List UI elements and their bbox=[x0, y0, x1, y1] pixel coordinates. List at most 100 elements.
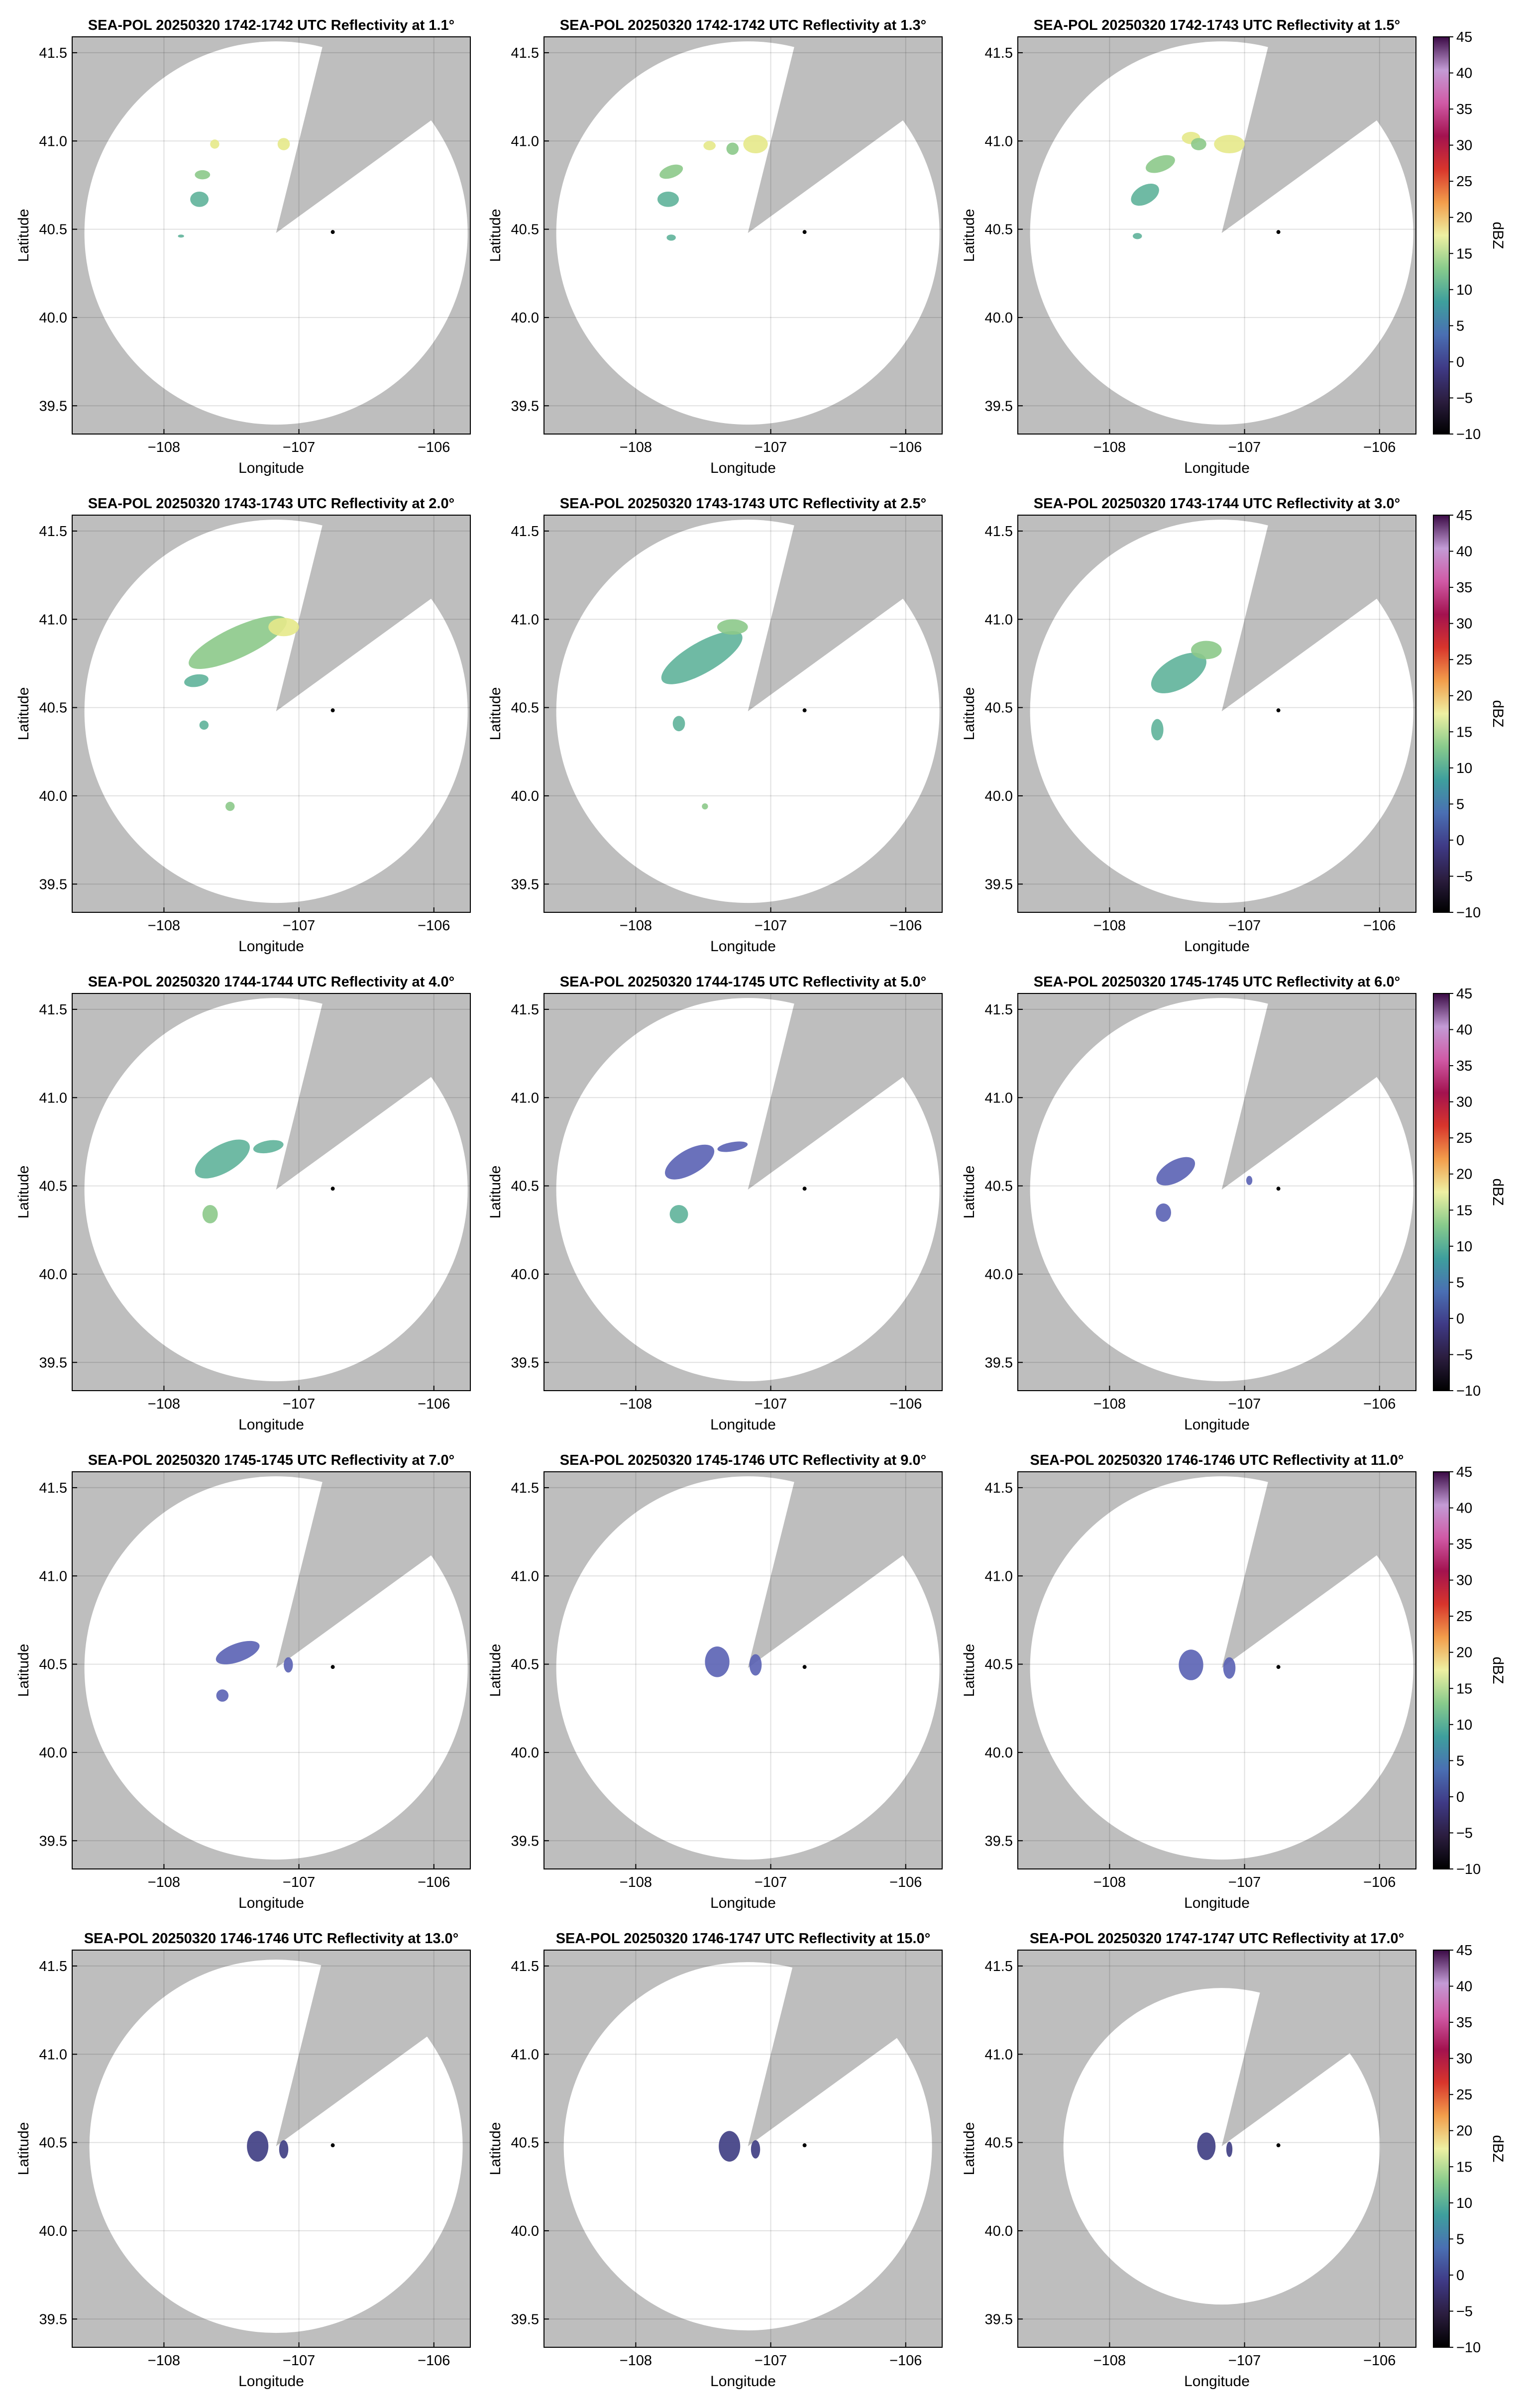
echo bbox=[1214, 135, 1245, 153]
echo bbox=[277, 138, 290, 150]
y-tick-label: 41.5 bbox=[39, 45, 67, 61]
plot-frame bbox=[72, 1471, 471, 1869]
x-tick-label: −108 bbox=[1093, 918, 1126, 934]
echo bbox=[189, 616, 287, 669]
y-axis-label: Latitude bbox=[487, 687, 504, 741]
chart-title: SEA-POL 20250320 1743-1744 UTC Reflectiv… bbox=[1034, 496, 1400, 512]
colorbar-tick-label: 30 bbox=[1456, 616, 1472, 632]
site-marker bbox=[330, 2143, 335, 2148]
colorbar-tick-label: 35 bbox=[1456, 102, 1472, 117]
colorbar bbox=[1433, 993, 1450, 1391]
x-axis-label: Longitude bbox=[1184, 2373, 1250, 2390]
blocked-sector bbox=[1221, 1989, 1353, 2147]
echo bbox=[666, 234, 676, 241]
y-axis-label: Latitude bbox=[961, 1166, 977, 1219]
colorbar bbox=[1433, 1950, 1450, 2348]
x-tick-label: −108 bbox=[148, 918, 180, 934]
y-tick-label: 40.0 bbox=[511, 1267, 539, 1283]
y-axis-label: Latitude bbox=[487, 1166, 504, 1219]
y-axis-label: Latitude bbox=[487, 209, 504, 262]
plot-area bbox=[72, 37, 470, 434]
plot-area bbox=[72, 1950, 470, 2347]
y-tick-label: 40.5 bbox=[511, 1657, 539, 1673]
y-axis-label: Latitude bbox=[15, 1166, 32, 1219]
colorbar-tick-label: −10 bbox=[1456, 905, 1481, 921]
x-tick-label: −106 bbox=[418, 439, 450, 455]
y-tick-label: 40.5 bbox=[39, 1179, 67, 1195]
y-tick-label: 40.5 bbox=[39, 1657, 67, 1673]
y-tick-label: 40.5 bbox=[511, 222, 539, 238]
y-tick-label: 39.5 bbox=[39, 876, 67, 892]
x-axis-label: Longitude bbox=[238, 2373, 304, 2390]
chart-title: SEA-POL 20250320 1743-1743 UTC Reflectiv… bbox=[88, 496, 454, 512]
x-tick-label: −106 bbox=[889, 439, 922, 455]
x-axis-label: Longitude bbox=[710, 2373, 776, 2390]
x-axis-label: Longitude bbox=[1184, 938, 1250, 955]
colorbar-tick-label: 20 bbox=[1456, 210, 1472, 226]
site-marker bbox=[802, 1665, 807, 1669]
colorbar-label: dBZ bbox=[1490, 1656, 1506, 1684]
y-tick-label: 41.5 bbox=[985, 1002, 1013, 1018]
y-tick-label: 40.0 bbox=[985, 2223, 1013, 2239]
y-tick-label: 40.0 bbox=[511, 1745, 539, 1761]
echo bbox=[1191, 138, 1206, 150]
site-marker bbox=[802, 1187, 807, 1191]
echo bbox=[195, 1139, 250, 1179]
colorbar-tick-label: 5 bbox=[1456, 1275, 1464, 1291]
y-tick-label: 39.5 bbox=[39, 1833, 67, 1849]
echo bbox=[184, 674, 209, 687]
y-tick-label: 41.5 bbox=[985, 1959, 1013, 1974]
y-tick-label: 41.5 bbox=[511, 45, 539, 61]
plot-frame bbox=[72, 515, 471, 913]
panel: −108 −107 −106 39.5 40.0 40.5 41.0 41.5 SEA-POL … bbox=[15, 496, 471, 955]
y-tick-label: 41.0 bbox=[511, 1090, 539, 1106]
plot-frame bbox=[1017, 36, 1416, 435]
plot-area bbox=[72, 993, 470, 1391]
chart-title: SEA-POL 20250320 1745-1745 UTC Reflectiv… bbox=[1034, 974, 1400, 990]
x-tick-label: −108 bbox=[620, 2353, 652, 2369]
plot-area bbox=[544, 993, 942, 1391]
x-axis-label: Longitude bbox=[1184, 1417, 1250, 1433]
colorbar-tick-label: 40 bbox=[1456, 1022, 1472, 1038]
x-tick-label: −106 bbox=[418, 2353, 450, 2369]
colorbar bbox=[1433, 36, 1450, 435]
y-tick-label: 41.0 bbox=[985, 1090, 1013, 1106]
colorbar-tick-label: −10 bbox=[1456, 1861, 1481, 1877]
y-tick-label: 40.0 bbox=[39, 788, 67, 804]
echo bbox=[717, 619, 748, 635]
x-axis-label: Longitude bbox=[1184, 460, 1250, 476]
x-tick-label: −106 bbox=[1363, 1396, 1396, 1412]
x-tick-label: −107 bbox=[283, 918, 315, 934]
y-tick-label: 41.5 bbox=[39, 524, 67, 540]
colorbar-tick-label: 25 bbox=[1456, 2087, 1472, 2103]
site-marker bbox=[1276, 1665, 1281, 1669]
chart-title: SEA-POL 20250320 1744-1744 UTC Reflectiv… bbox=[88, 974, 454, 990]
echo bbox=[751, 2140, 760, 2159]
colorbar-tick-label: 20 bbox=[1456, 1167, 1472, 1183]
chart-title: SEA-POL 20250320 1743-1743 UTC Reflectiv… bbox=[560, 496, 926, 512]
x-tick-label: −106 bbox=[1363, 918, 1396, 934]
plot-area bbox=[544, 1472, 942, 1869]
x-tick-label: −108 bbox=[148, 2353, 180, 2369]
y-tick-label: 41.0 bbox=[511, 133, 539, 149]
blocked-sector bbox=[1221, 1000, 1380, 1190]
y-tick-label: 39.5 bbox=[511, 1355, 539, 1371]
blocked-sector bbox=[276, 1962, 431, 2147]
x-tick-label: −107 bbox=[1228, 1874, 1261, 1890]
y-tick-label: 40.0 bbox=[511, 2223, 539, 2239]
panel: −108 −107 −106 39.5 40.0 40.5 41.0 41.5 SEA-POL … bbox=[487, 17, 943, 476]
colorbar-label: dBZ bbox=[1490, 1178, 1506, 1205]
y-tick-label: 41.5 bbox=[39, 1959, 67, 1974]
echo bbox=[253, 1140, 284, 1154]
y-axis-label: Latitude bbox=[961, 209, 977, 262]
y-tick-label: 41.0 bbox=[511, 2047, 539, 2063]
colorbar bbox=[1433, 515, 1450, 913]
echo bbox=[749, 1654, 762, 1676]
echo bbox=[719, 2131, 741, 2162]
colorbar-tick-label: 5 bbox=[1456, 796, 1464, 812]
colorbar-tick-label: 15 bbox=[1456, 1203, 1472, 1218]
plot-frame bbox=[72, 993, 471, 1391]
plot-area bbox=[72, 515, 470, 912]
plot-area bbox=[544, 37, 942, 434]
echo bbox=[1226, 2141, 1233, 2157]
